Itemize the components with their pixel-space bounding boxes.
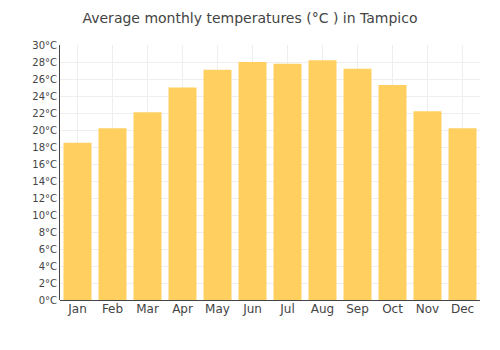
svg-text:Dec: Dec [451, 302, 474, 316]
svg-text:26°C: 26°C [32, 74, 57, 85]
svg-text:2°C: 2°C [39, 278, 57, 289]
svg-text:Feb: Feb [102, 302, 123, 316]
svg-text:18°C: 18°C [32, 142, 57, 153]
svg-text:May: May [205, 302, 230, 316]
svg-text:0°C: 0°C [39, 295, 57, 306]
svg-text:Jun: Jun [242, 302, 262, 316]
svg-text:24°C: 24°C [32, 91, 57, 102]
svg-text:4°C: 4°C [39, 261, 57, 272]
svg-text:12°C: 12°C [32, 193, 57, 204]
svg-text:20°C: 20°C [32, 125, 57, 136]
svg-text:6°C: 6°C [39, 244, 57, 255]
svg-text:Jul: Jul [279, 302, 294, 316]
svg-text:Aug: Aug [311, 302, 334, 316]
svg-text:28°C: 28°C [32, 57, 57, 68]
svg-text:Mar: Mar [136, 302, 159, 316]
svg-text:14°C: 14°C [32, 176, 57, 187]
svg-text:Sep: Sep [346, 302, 369, 316]
svg-text:10°C: 10°C [32, 210, 57, 221]
svg-text:30°C: 30°C [32, 40, 57, 51]
svg-text:8°C: 8°C [39, 227, 57, 238]
svg-text:Average monthly temperatures (: Average monthly temperatures (°C ) in Ta… [82, 10, 417, 26]
svg-text:16°C: 16°C [32, 159, 57, 170]
svg-text:22°C: 22°C [32, 108, 57, 119]
svg-text:Oct: Oct [382, 302, 403, 316]
svg-text:Apr: Apr [172, 302, 193, 316]
svg-text:Nov: Nov [416, 302, 439, 316]
svg-text:Jan: Jan [67, 302, 87, 316]
